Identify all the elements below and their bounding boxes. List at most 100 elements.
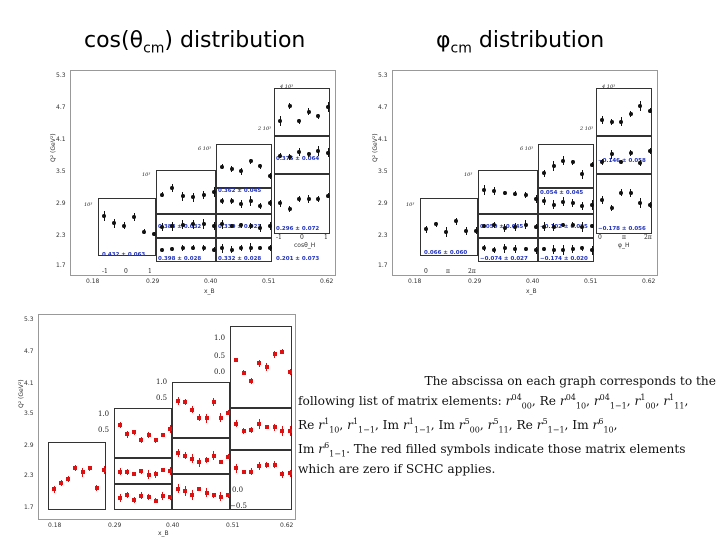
value-tick: 0.5 [214, 352, 226, 360]
matrix-symbol: r [505, 393, 512, 408]
data-point [482, 188, 486, 193]
data-point [180, 222, 185, 227]
data-point [168, 468, 172, 473]
matrix-symbol: r [487, 417, 494, 432]
title-cos-distribution: cos(θcm) distribution [84, 28, 305, 56]
data-point [272, 462, 277, 467]
data-point [268, 245, 272, 250]
data-point [234, 421, 238, 426]
matrix-sub: 10 [329, 425, 340, 434]
value-tick: 0.0 [214, 368, 226, 376]
data-point [513, 246, 518, 251]
matrix-sup: 6 [324, 440, 330, 450]
data-point [125, 469, 130, 474]
title-left-prefix: cos(θ [84, 28, 144, 53]
data-point [551, 247, 556, 252]
data-point [542, 246, 546, 251]
data-point [73, 465, 78, 470]
matrix-sup: 04 [565, 392, 576, 402]
matrix-sub: 1−1 [329, 449, 347, 458]
ytick: 3.5 [24, 410, 34, 417]
ytick: 5.3 [378, 72, 388, 79]
data-point [102, 214, 106, 219]
x-axis-label: x_B [204, 288, 215, 295]
subplot [274, 136, 330, 174]
data-point [280, 472, 285, 477]
data-point [513, 191, 518, 196]
data-point [492, 223, 497, 227]
matrix-sub: 1−1 [413, 425, 431, 434]
data-point [257, 422, 262, 427]
data-point [204, 458, 209, 463]
data-point [168, 495, 172, 500]
xtick: 0.40 [526, 278, 540, 285]
data-point [619, 119, 624, 124]
data-point [212, 223, 216, 228]
data-point [176, 486, 180, 491]
data-point [287, 206, 292, 211]
data-point [170, 186, 175, 191]
data-point [59, 480, 64, 485]
xtick: 0.29 [146, 278, 160, 285]
xtick: 0.51 [262, 278, 276, 285]
title-right-subscript: cm [450, 40, 472, 57]
data-point [257, 361, 262, 366]
data-point [278, 119, 282, 123]
subplot [172, 382, 230, 438]
readout: 0.296 ± 0.072 [276, 226, 320, 232]
data-point [226, 410, 230, 415]
data-point [268, 201, 272, 206]
ytick: 5.3 [24, 316, 34, 323]
data-point [316, 148, 321, 153]
cos-tick: 1 [148, 268, 152, 275]
data-point [570, 200, 575, 205]
data-point [638, 104, 643, 109]
data-point [502, 191, 507, 196]
data-point [160, 224, 164, 229]
subplot [230, 450, 292, 510]
data-point [523, 247, 528, 252]
matrix-sub: 1−1 [547, 425, 565, 434]
data-point [638, 160, 643, 165]
matrix-sup: 5 [464, 416, 470, 426]
data-point [118, 469, 122, 474]
data-point [112, 221, 116, 226]
title-phi-distribution: φcm distribution [436, 28, 604, 56]
data-point [264, 425, 269, 430]
scale-label: 6 10³ [520, 146, 534, 152]
data-point [561, 158, 566, 163]
data-point [153, 498, 158, 503]
data-point [239, 169, 244, 174]
data-point [523, 222, 528, 227]
data-point [600, 198, 604, 203]
data-point [153, 472, 158, 477]
readout: −0.074 ± 0.027 [480, 256, 528, 262]
matrix-symbol: r [663, 393, 670, 408]
data-point [638, 200, 643, 205]
scale-label: 2 10³ [258, 126, 272, 132]
y-axis-label: Q² (GeV²) [50, 133, 57, 162]
data-point [628, 112, 633, 117]
data-point [122, 223, 126, 228]
subplot [538, 214, 594, 238]
phi-tick: π [622, 234, 626, 241]
caption-text: , Re [531, 393, 560, 408]
subplot [114, 408, 172, 458]
data-point [570, 222, 575, 227]
data-point [197, 460, 202, 465]
data-point [197, 487, 202, 492]
data-point [523, 192, 528, 197]
data-point [580, 224, 585, 229]
data-point [176, 451, 180, 456]
readout: 0.050 ± 0.045 [480, 224, 524, 230]
value-tick: 1.0 [214, 334, 226, 342]
readout: 0.330 ± 0.023 [218, 224, 262, 230]
data-point [306, 152, 311, 157]
subplot [478, 238, 538, 262]
subplot [216, 238, 272, 262]
caption-text: , Im [430, 417, 459, 432]
data-point [241, 428, 246, 433]
data-point [326, 150, 330, 155]
data-point [229, 247, 234, 252]
data-point [297, 149, 302, 154]
